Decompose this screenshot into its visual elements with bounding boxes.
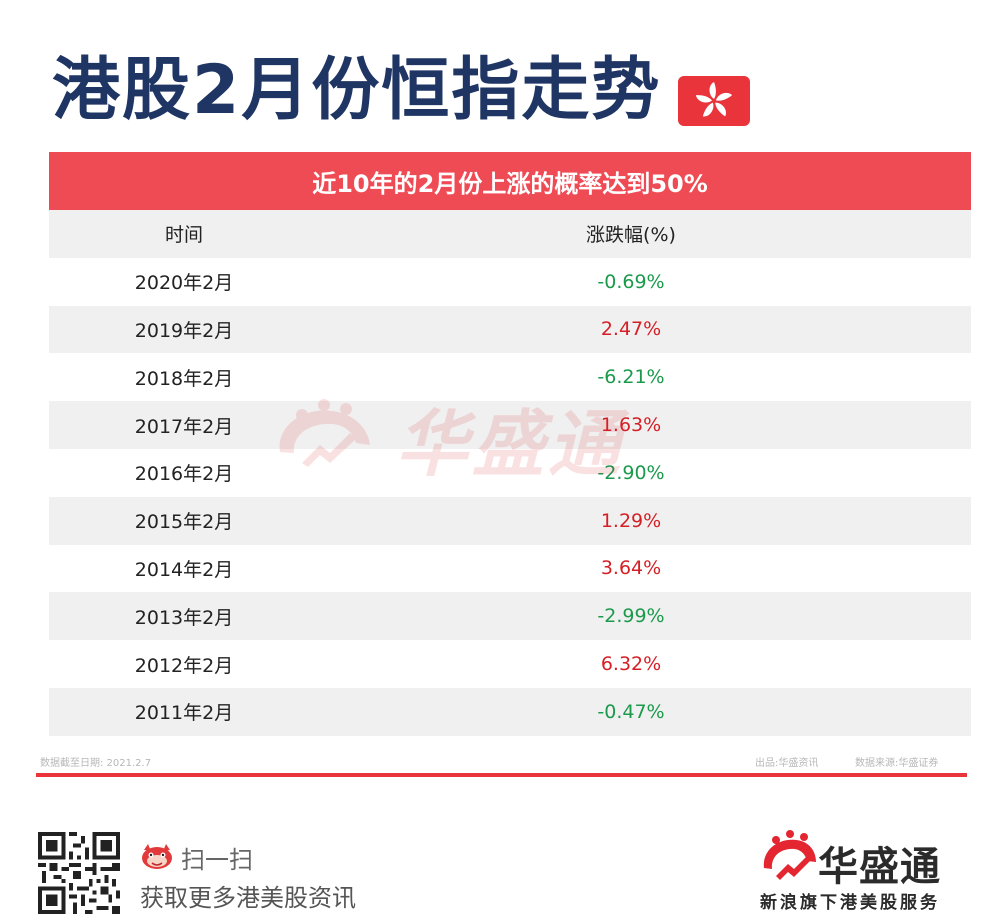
table-row: 2016年2月 -2.90% — [49, 449, 971, 497]
table-row: 2020年2月 -0.69% — [49, 258, 971, 306]
table-row: 2017年2月 1.63% — [49, 401, 971, 449]
row-change: 3.64% — [600, 557, 662, 580]
brand-block: 华盛通 新浪旗下港美股服务 — [760, 830, 960, 920]
header-time: 时间 — [164, 224, 203, 247]
watermark-text: 华盛通 — [396, 401, 625, 486]
title-container: 港股2月份恒指走势 — [52, 46, 661, 136]
producer-note: 出品:华盛资讯 — [755, 758, 819, 769]
row-time: 2011年2月 — [134, 702, 234, 725]
data-cutoff-note: 数据截至日期: 2021.2.7 — [40, 758, 152, 769]
scan-label: 扫一扫 — [181, 846, 253, 874]
row-change: 1.63% — [600, 414, 662, 437]
table-row: 2011年2月 -0.47% — [49, 687, 971, 736]
hong-kong-flag-icon — [678, 76, 750, 126]
row-change: -2.99% — [597, 605, 665, 628]
brand-slogan: 新浪旗下港美股服务 — [760, 893, 940, 913]
row-time: 2016年2月 — [134, 463, 234, 486]
table-row: 2013年2月 -2.99% — [49, 592, 971, 641]
divider — [36, 773, 967, 777]
watermark: 华盛通 — [272, 392, 692, 486]
huasheng-logo-icon — [760, 830, 818, 882]
mascot-icon — [140, 842, 174, 870]
table-row: 2019年2月 2.47% — [49, 305, 971, 354]
row-time: 2018年2月 — [134, 367, 234, 390]
table-header-row: 时间 涨跌幅(%) — [49, 210, 971, 258]
table-row: 2015年2月 1.29% — [49, 496, 971, 545]
row-change: -6.21% — [597, 366, 665, 389]
row-change: -0.69% — [597, 270, 665, 293]
row-change: -2.90% — [597, 461, 665, 484]
table-row: 2012年2月 6.32% — [49, 640, 971, 688]
row-change: 1.29% — [600, 509, 662, 532]
data-table: 时间 涨跌幅(%) 2020年2月 -0.69% 2019年2月 2.47% 2… — [49, 210, 971, 736]
row-time: 2013年2月 — [134, 606, 234, 629]
row-change: 2.47% — [600, 318, 662, 341]
row-change: 6.32% — [600, 653, 662, 676]
row-time: 2019年2月 — [134, 319, 234, 342]
subtitle-banner: 近10年的2月份上涨的概率达到50% — [49, 152, 971, 210]
row-time: 2020年2月 — [134, 272, 234, 295]
row-time: 2015年2月 — [134, 511, 234, 534]
row-time: 2014年2月 — [134, 558, 234, 581]
watermark-logo-icon — [279, 399, 370, 467]
row-change: -0.47% — [597, 700, 665, 723]
page-title: 港股2月份恒指走势 — [52, 51, 662, 130]
qr-code-icon — [38, 832, 120, 914]
header-change: 涨跌幅(%) — [586, 224, 676, 247]
table-row: 2014年2月 3.64% — [49, 545, 971, 593]
banner-text: 近10年的2月份上涨的概率达到50% — [312, 169, 708, 198]
source-note: 数据来源:华盛证券 — [855, 758, 939, 769]
brand-name: 华盛通 — [818, 844, 941, 890]
table-row: 2018年2月 -6.21% — [49, 353, 971, 401]
row-time: 2017年2月 — [134, 415, 234, 438]
scan-subtitle: 获取更多港美股资讯 — [140, 884, 356, 912]
row-time: 2012年2月 — [134, 654, 234, 677]
